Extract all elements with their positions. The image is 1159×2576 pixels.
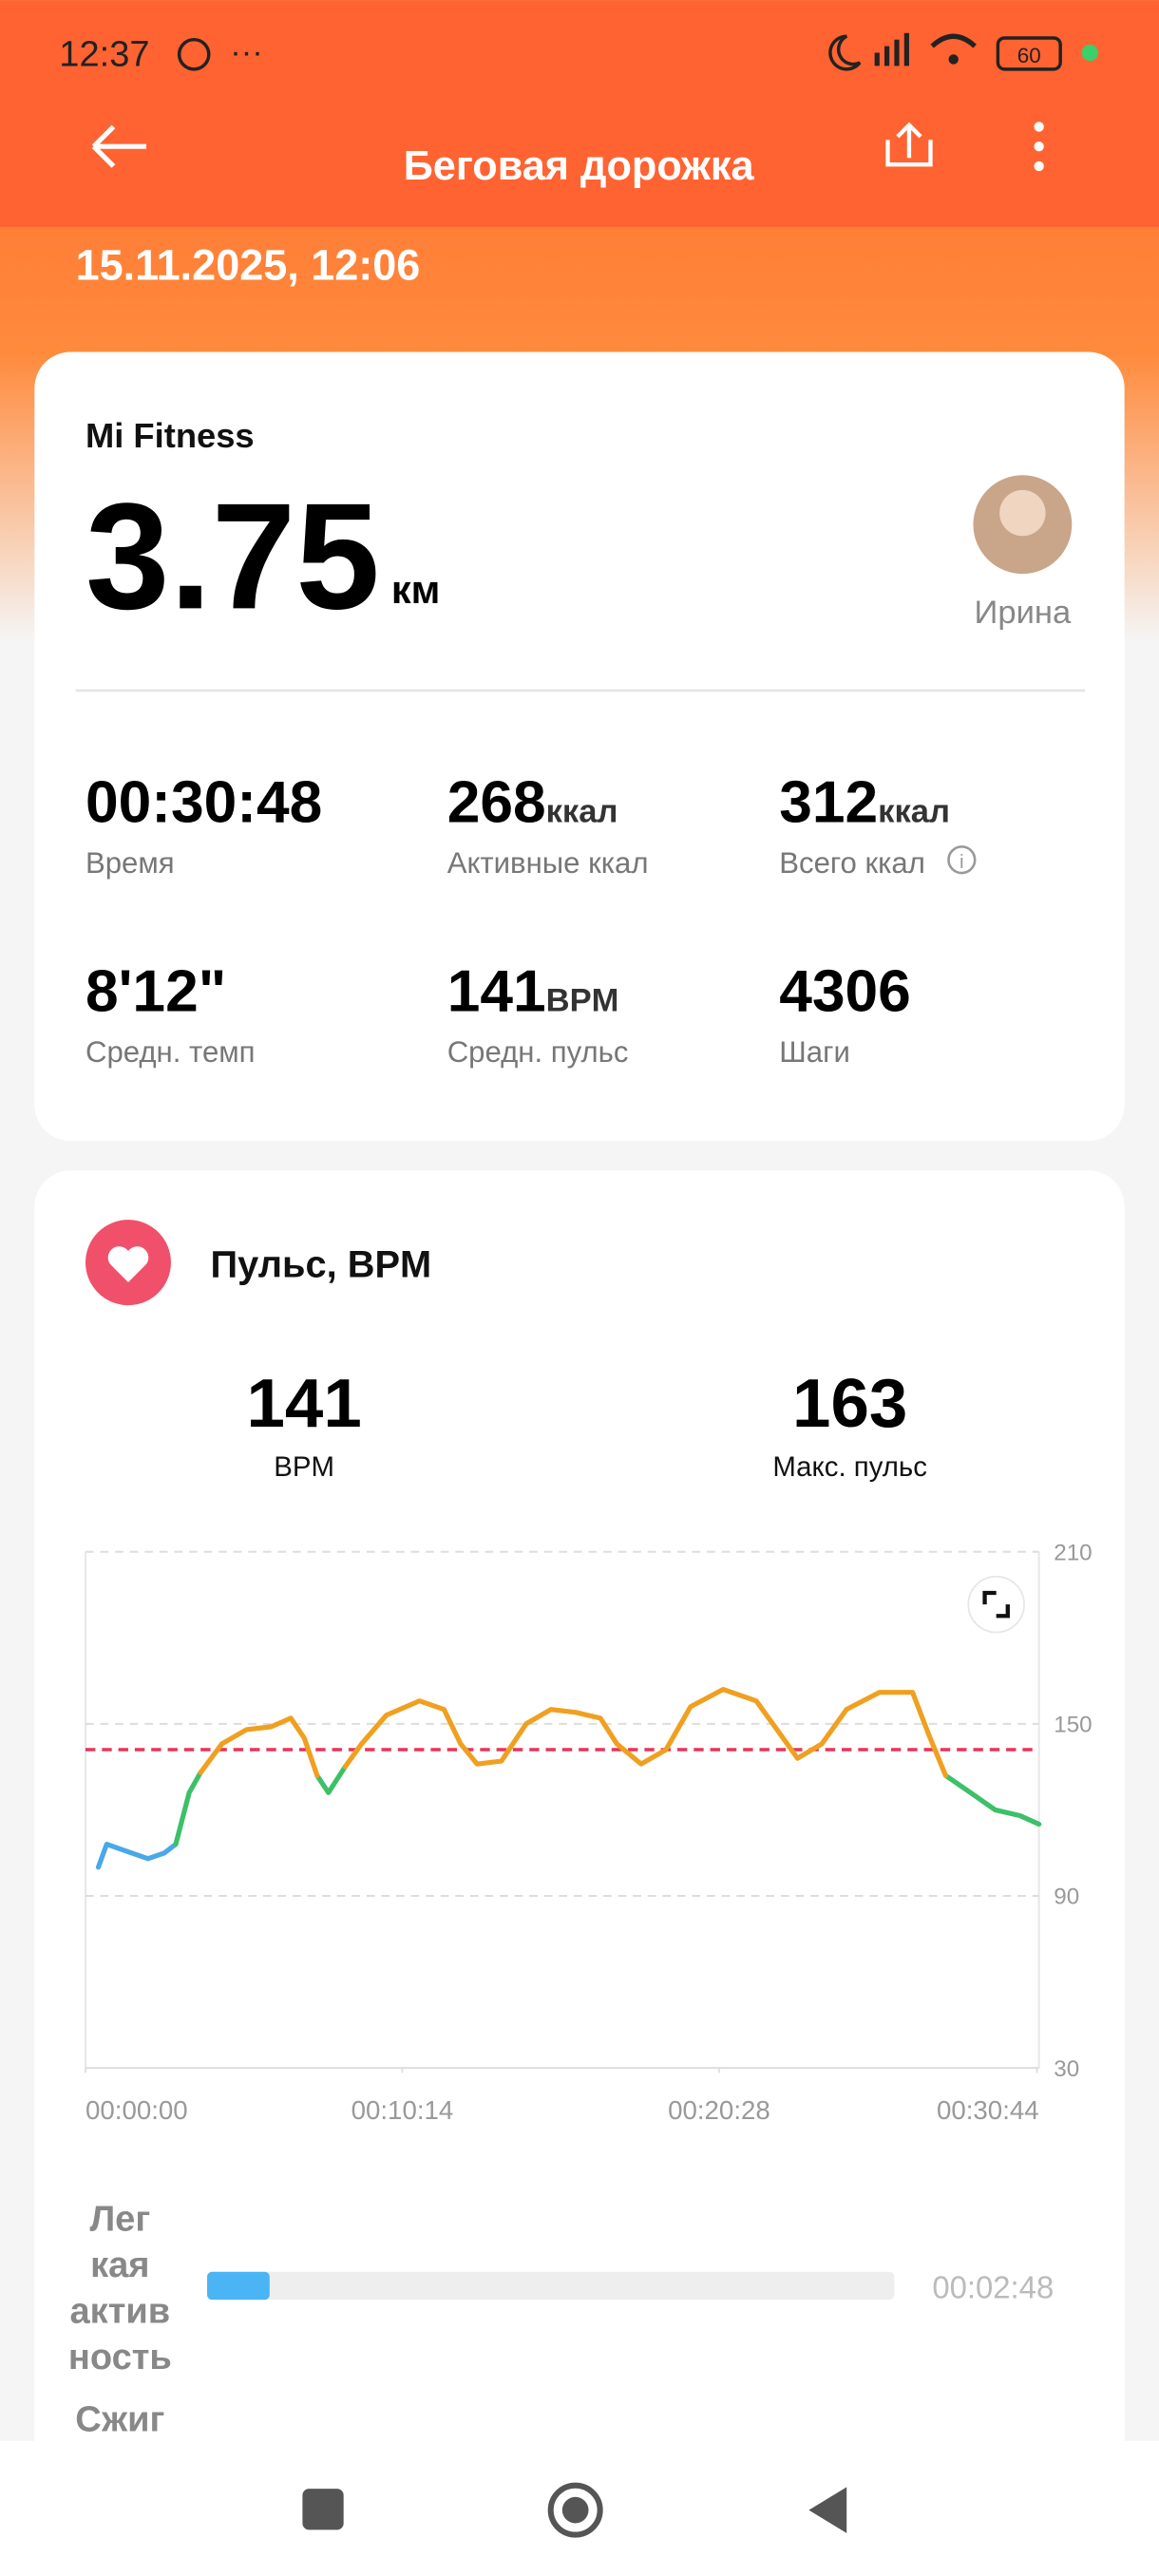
zone-label: Лег bbox=[89, 2199, 150, 2239]
stat-value: 8'12" bbox=[86, 958, 226, 1024]
stat-unit: ккал bbox=[878, 793, 950, 829]
menu-button[interactable] bbox=[1034, 122, 1044, 172]
stat-value: 268ккал bbox=[447, 769, 618, 835]
info-glyph: i bbox=[960, 851, 964, 873]
heart-rate-line bbox=[95, 1842, 179, 1870]
distance: 3.75 bbox=[86, 471, 380, 640]
whatsapp-icon bbox=[177, 37, 211, 71]
heart-card bbox=[34, 1170, 1125, 2576]
stat-value: 00:30:48 bbox=[86, 769, 322, 835]
stat-unit: BPM bbox=[546, 982, 619, 1018]
stat-label: Время bbox=[86, 846, 175, 880]
stat-value: 312ккал bbox=[779, 769, 950, 835]
stat-label: Активные ккал bbox=[447, 846, 649, 880]
stat-label: Шаги bbox=[779, 1035, 850, 1069]
max-heart-label: Макс. пульс bbox=[772, 1451, 927, 1483]
more-icon: ··· bbox=[230, 34, 263, 70]
avatar-face bbox=[999, 489, 1046, 537]
avg-heart: 141 bbox=[247, 1365, 362, 1442]
y-tick-label: 150 bbox=[1054, 1713, 1092, 1738]
nav-home-dot bbox=[561, 2496, 589, 2524]
zone-label: кая bbox=[90, 2245, 149, 2285]
stat-number: 8'12" bbox=[86, 958, 226, 1024]
x-tick-label: 00:30:44 bbox=[937, 2095, 1039, 2125]
expand-icon bbox=[982, 1590, 1010, 1619]
stat-number: 4306 bbox=[779, 958, 911, 1024]
zone-label: актив bbox=[69, 2291, 170, 2331]
nav-recents[interactable] bbox=[302, 2489, 344, 2530]
info-icon[interactable] bbox=[947, 845, 977, 875]
heart-title: Пульс, BPM bbox=[211, 1244, 432, 1286]
expand-button[interactable] bbox=[967, 1575, 1025, 1634]
workout-date: 15.11.2025, 12:06 bbox=[76, 240, 421, 289]
stat-value: 141BPM bbox=[447, 958, 619, 1024]
heart-rate-line bbox=[198, 1686, 948, 1778]
heart-icon bbox=[107, 1246, 149, 1282]
zone-label: ность bbox=[68, 2338, 172, 2377]
zone-label: Сжиг bbox=[75, 2400, 164, 2440]
x-tick-label: 00:20:28 bbox=[668, 2095, 770, 2125]
page-title: Беговая дорожка bbox=[404, 143, 755, 189]
stat-label: Средн. темп bbox=[86, 1035, 256, 1069]
nav-back[interactable] bbox=[808, 2487, 847, 2533]
stat-label: Средн. пульс bbox=[447, 1035, 629, 1069]
stat-number: 268 bbox=[447, 769, 546, 835]
status-icons bbox=[828, 32, 1062, 71]
stat-value: 4306 bbox=[779, 958, 911, 1024]
stat-label: Всего ккал bbox=[779, 846, 925, 880]
summary-card bbox=[34, 351, 1125, 1142]
x-tick-label: 00:00:00 bbox=[86, 2095, 188, 2125]
share-button[interactable] bbox=[885, 122, 933, 167]
heart-rate-line bbox=[173, 1764, 1042, 1847]
app-bar bbox=[0, 0, 1159, 227]
source: Mi Fitness bbox=[86, 416, 255, 455]
zone-track bbox=[207, 2271, 895, 2301]
dot bbox=[1081, 44, 1098, 62]
y-tick-label: 90 bbox=[1054, 1885, 1079, 1910]
y-tick-label: 30 bbox=[1054, 2056, 1079, 2082]
stat-unit: ккал bbox=[546, 793, 618, 829]
x-tick-label: 00:10:14 bbox=[352, 2095, 454, 2125]
zone-duration: 00:02:48 bbox=[932, 2269, 1054, 2304]
zone-bar bbox=[207, 2271, 270, 2301]
battery-level: 60 bbox=[1017, 44, 1041, 67]
user-name: Ирина bbox=[974, 595, 1072, 631]
back-button[interactable] bbox=[91, 124, 147, 168]
status-time: 12:37 bbox=[59, 34, 149, 74]
nav-home[interactable] bbox=[547, 2482, 603, 2538]
y-tick-label: 210 bbox=[1054, 1540, 1092, 1565]
stat-number: 00:30:48 bbox=[86, 769, 322, 835]
stat-number: 141 bbox=[447, 958, 546, 1024]
max-heart: 163 bbox=[792, 1365, 907, 1442]
distance-unit: км bbox=[391, 567, 441, 612]
stat-number: 312 bbox=[779, 769, 878, 835]
avg-heart-label: BPM bbox=[274, 1451, 334, 1483]
